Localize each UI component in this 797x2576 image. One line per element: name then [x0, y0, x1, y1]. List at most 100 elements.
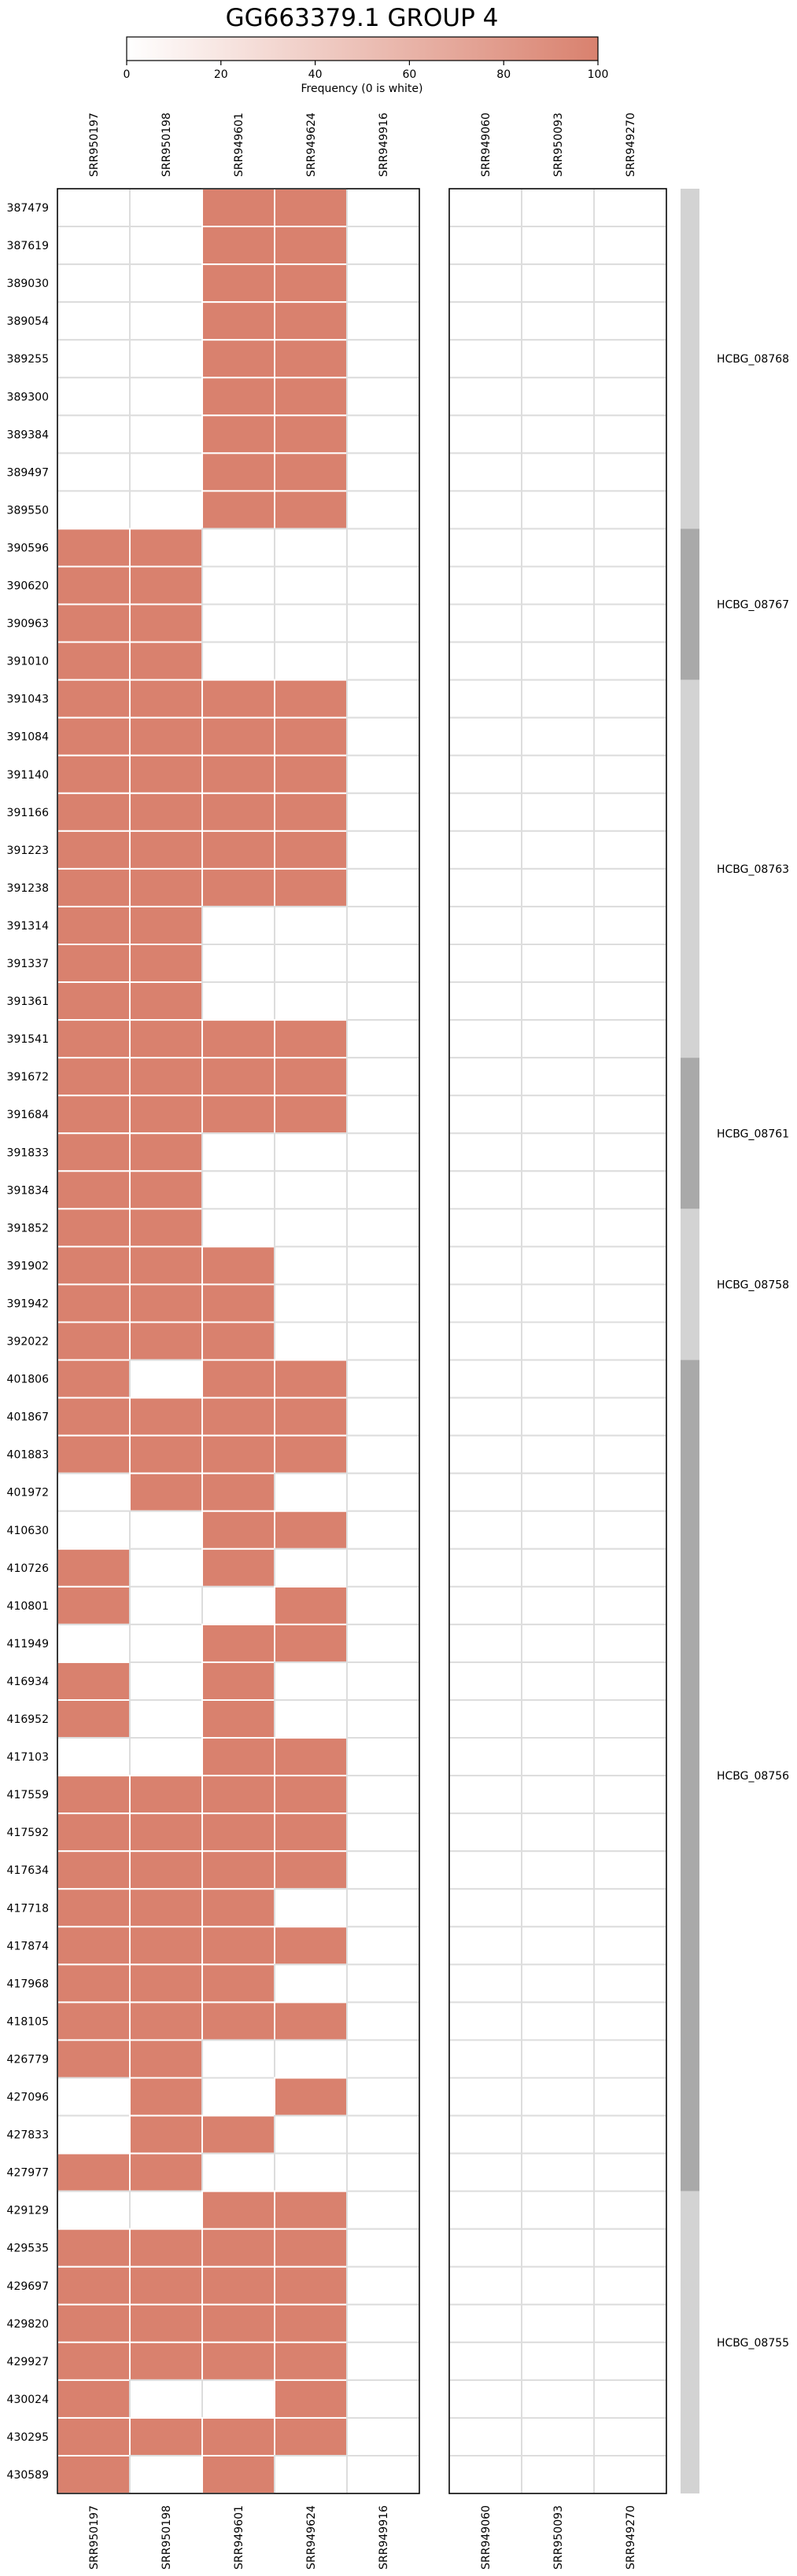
heatmap-cell: [274, 2039, 348, 2079]
heatmap-cell: [448, 528, 522, 568]
column-label-top: SRR949060: [480, 112, 493, 177]
heatmap-cell: [346, 1057, 420, 1097]
heatmap-cell: [346, 1246, 420, 1286]
heatmap-cell: [346, 2416, 420, 2456]
heatmap-cell: [57, 1926, 131, 1966]
heatmap-cell: [593, 2152, 667, 2192]
heatmap-cell: [57, 2228, 131, 2268]
heatmap-cell: [57, 2039, 131, 2079]
heatmap-cell: [129, 1850, 203, 1890]
heatmap-cell: [57, 1775, 131, 1815]
heatmap-cell: [448, 1926, 522, 1966]
group-labels: HCBG_08768 HCBG_08767 HCBG_08763 HCBG_08761…: [717, 353, 789, 2350]
heatmap-cell: [274, 981, 348, 1021]
heatmap-cell: [274, 2190, 348, 2230]
heatmap-cell: [57, 830, 131, 870]
heatmap-cell: [201, 1472, 275, 1512]
heatmap-cell: [448, 944, 522, 984]
heatmap-cell: [521, 2341, 595, 2381]
heatmap-cell: [346, 1095, 420, 1135]
heatmap-cell: [274, 1963, 348, 2004]
heatmap-cell: [521, 226, 595, 266]
heatmap-cell: [448, 1775, 522, 1815]
heatmap-cell: [448, 1434, 522, 1474]
row-label: 430024: [7, 2394, 50, 2406]
heatmap-cell: [57, 1170, 131, 1210]
column-label-top: SRR949916: [378, 112, 390, 177]
heatmap-cell: [448, 1359, 522, 1399]
heatmap-cell: [593, 490, 667, 530]
heatmap-cell: [346, 1737, 420, 1777]
heatmap-cell: [521, 679, 595, 719]
row-label: 427096: [7, 2092, 50, 2104]
heatmap-cell: [201, 2001, 275, 2041]
heatmap-cell: [129, 528, 203, 568]
heatmap-cell: [129, 2190, 203, 2230]
heatmap-cell: [593, 2114, 667, 2155]
heatmap-cell: [521, 867, 595, 907]
row-label: 417968: [7, 1978, 49, 1990]
heatmap-cell: [129, 905, 203, 945]
row-label: 391010: [7, 656, 49, 668]
heatmap-cell: [346, 1623, 420, 1663]
heatmap-cell: [593, 188, 667, 228]
heatmap-cell: [346, 716, 420, 756]
row-label: 391834: [7, 1184, 50, 1197]
heatmap-cell: [448, 1283, 522, 1323]
heatmap-cell: [57, 792, 131, 832]
heatmap-cell: [593, 792, 667, 832]
heatmap-cell: [521, 1547, 595, 1588]
heatmap-cell: [448, 2152, 522, 2192]
group-bar: [681, 189, 699, 2494]
panel-frame: [57, 188, 420, 2494]
heatmap-cell: [57, 414, 131, 454]
heatmap-cell: [593, 1321, 667, 1361]
heatmap-cell: [593, 944, 667, 984]
heatmap-cell: [346, 641, 420, 681]
panel-frame: [448, 188, 667, 2494]
heatmap-cell: [129, 2077, 203, 2117]
heatmap-cell: [521, 2265, 595, 2306]
chart-title: GG663379.1 GROUP 4: [226, 4, 499, 32]
heatmap-cell: [129, 490, 203, 530]
heatmap-cell: [448, 830, 522, 870]
heatmap-cell: [593, 1434, 667, 1474]
heatmap-cell: [448, 1057, 522, 1097]
heatmap-cell: [57, 754, 131, 794]
heatmap-cell: [593, 528, 667, 568]
heatmap-cell: [448, 2416, 522, 2456]
row-label: 401867: [7, 1411, 49, 1424]
row-label: 429697: [7, 2280, 49, 2293]
heatmap-cell: [201, 490, 275, 530]
heatmap-cell: [274, 263, 348, 304]
group-bar-segment: [681, 2191, 699, 2494]
heatmap-cell: [129, 1321, 203, 1361]
heatmap-cell: [521, 1661, 595, 1701]
heatmap-cell: [593, 716, 667, 756]
heatmap-cell: [201, 1926, 275, 1966]
heatmap-cell: [448, 1812, 522, 1853]
heatmap-cell: [448, 2455, 522, 2495]
heatmap-cell: [57, 1246, 131, 1286]
heatmap-cell: [129, 188, 203, 228]
heatmap-cell: [346, 2303, 420, 2343]
heatmap-cell: [201, 301, 275, 341]
heatmap-cell: [201, 1585, 275, 1625]
heatmap-cell: [57, 2303, 131, 2343]
heatmap-cell: [521, 1926, 595, 1966]
row-label: 391361: [7, 995, 49, 1008]
heatmap-cell: [448, 490, 522, 530]
heatmap-cell: [57, 377, 131, 417]
row-label: 390963: [7, 618, 49, 631]
heatmap-cell: [593, 452, 667, 492]
row-label: 391672: [7, 1071, 49, 1084]
heatmap-cell: [274, 1397, 348, 1437]
heatmap-cell: [274, 716, 348, 756]
heatmap-cell: [129, 1246, 203, 1286]
row-label: 391684: [7, 1109, 50, 1121]
heatmap-cell: [274, 1472, 348, 1512]
heatmap-cell: [448, 2077, 522, 2117]
heatmap-cell: [593, 679, 667, 719]
heatmap-cell: [448, 301, 522, 341]
heatmap-cell: [521, 1246, 595, 1286]
